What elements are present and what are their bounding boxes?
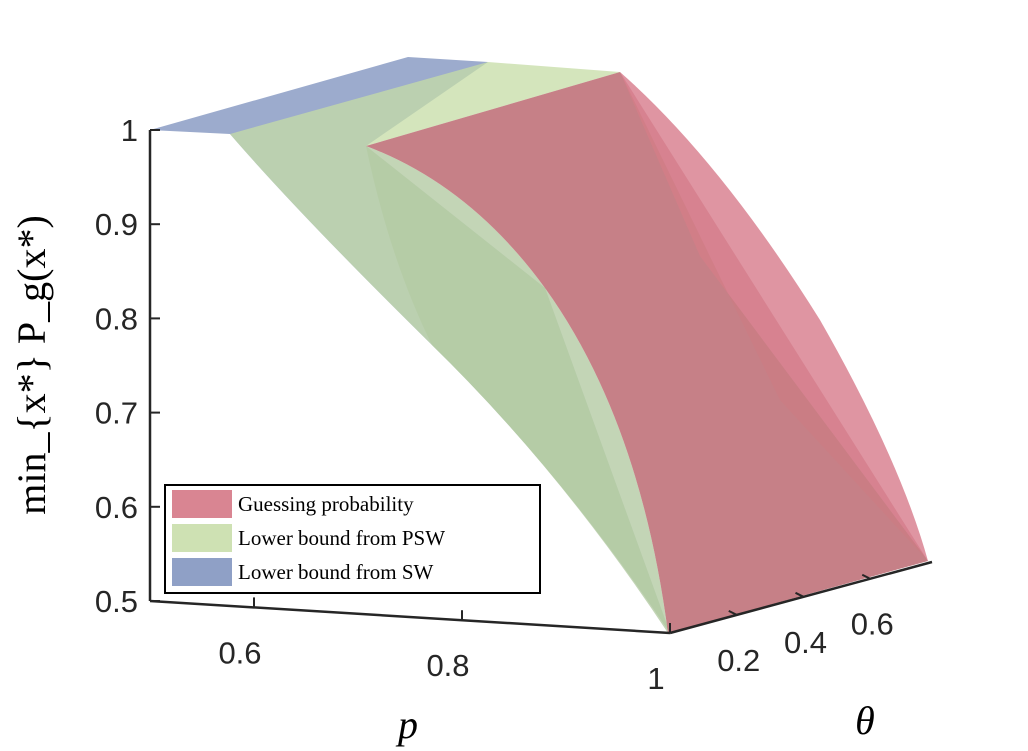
legend-items: Guessing probability Lower bound from PSW… (172, 490, 445, 586)
legend-swatch (172, 490, 232, 518)
surfaces (150, 57, 928, 633)
z-axis-title: min_{x*} P_g(x*) (9, 215, 54, 515)
y-axis-line (669, 560, 933, 635)
legend-label: Lower bound from PSW (238, 526, 445, 550)
y-tick-label: 0.6 (851, 607, 894, 642)
legend-swatch (172, 524, 232, 552)
surface-guessing-front (366, 72, 928, 633)
x-tick-label: 0.6 (218, 635, 261, 670)
y-tick-mark (728, 610, 738, 616)
z-tick-label: 1 (121, 113, 138, 148)
x-tick-label: 1 (647, 661, 664, 696)
surface-psw-front (366, 146, 668, 633)
legend-label: Lower bound from SW (238, 560, 434, 584)
x-axis-title: p (395, 702, 418, 747)
y-tick-label: 0.2 (717, 643, 760, 678)
z-tick-label: 0.9 (95, 207, 138, 242)
z-ticks: 0.5 0.6 0.7 0.8 0.9 1 (95, 113, 160, 619)
legend-label: Guessing probability (238, 492, 414, 516)
y-ticks: 0.2 0.4 0.6 (717, 573, 894, 678)
x-axis-line (149, 599, 671, 635)
legend-swatch (172, 558, 232, 586)
z-tick-label: 0.6 (95, 490, 138, 525)
y-tick-mark (861, 573, 871, 580)
y-tick-label: 0.4 (784, 625, 827, 660)
axes (148, 130, 933, 635)
y-tick-mark (795, 591, 804, 598)
z-tick-label: 0.7 (95, 396, 138, 431)
legend: Guessing probability Lower bound from PSW… (164, 484, 541, 594)
surface-guessing-side (620, 72, 928, 561)
y-axis-title: θ (855, 698, 875, 743)
x-tick-label: 0.8 (426, 648, 469, 683)
z-tick-label: 0.8 (95, 301, 138, 336)
z-tick-label: 0.5 (95, 584, 138, 619)
x-ticks: 0.6 0.8 1 (218, 597, 671, 696)
